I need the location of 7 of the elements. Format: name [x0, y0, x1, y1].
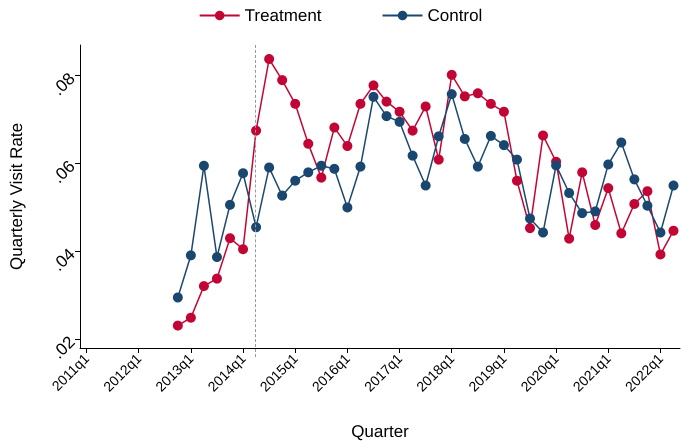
legend-label: Treatment: [244, 6, 322, 25]
y-tick-label: .04: [48, 244, 79, 275]
x-axis-title: Quarter: [351, 422, 410, 441]
y-axis-title: Quarterly Visit Rate: [7, 122, 26, 270]
y-tick-label: .08: [48, 69, 79, 100]
legend-label: Control: [428, 6, 482, 25]
y-tick-label: .06: [48, 156, 79, 187]
